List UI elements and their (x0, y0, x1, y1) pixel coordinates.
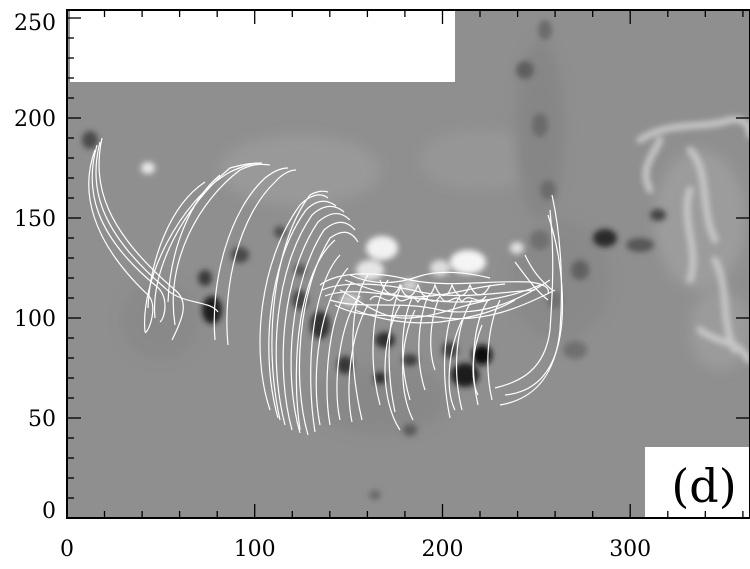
axis-ticks (66, 10, 750, 519)
mask-box-top (70, 10, 455, 82)
y-tick-label: 150 (14, 207, 56, 232)
field-lines (88, 137, 564, 436)
x-tick-label: 300 (609, 537, 651, 562)
y-tick-label: 50 (28, 407, 56, 432)
panel-label: (d) (671, 459, 736, 513)
magnetogram-image (67, 10, 750, 518)
y-tick-label: 250 (14, 11, 56, 36)
y-tick-label: 200 (14, 107, 56, 132)
plot-frame (66, 9, 750, 519)
x-tick-label: 0 (60, 537, 74, 562)
y-tick-label: 100 (14, 307, 56, 332)
x-tick-label: 200 (422, 537, 464, 562)
label-box (645, 447, 750, 518)
x-tick-label: 100 (234, 537, 276, 562)
y-tick-label: 0 (42, 499, 56, 524)
